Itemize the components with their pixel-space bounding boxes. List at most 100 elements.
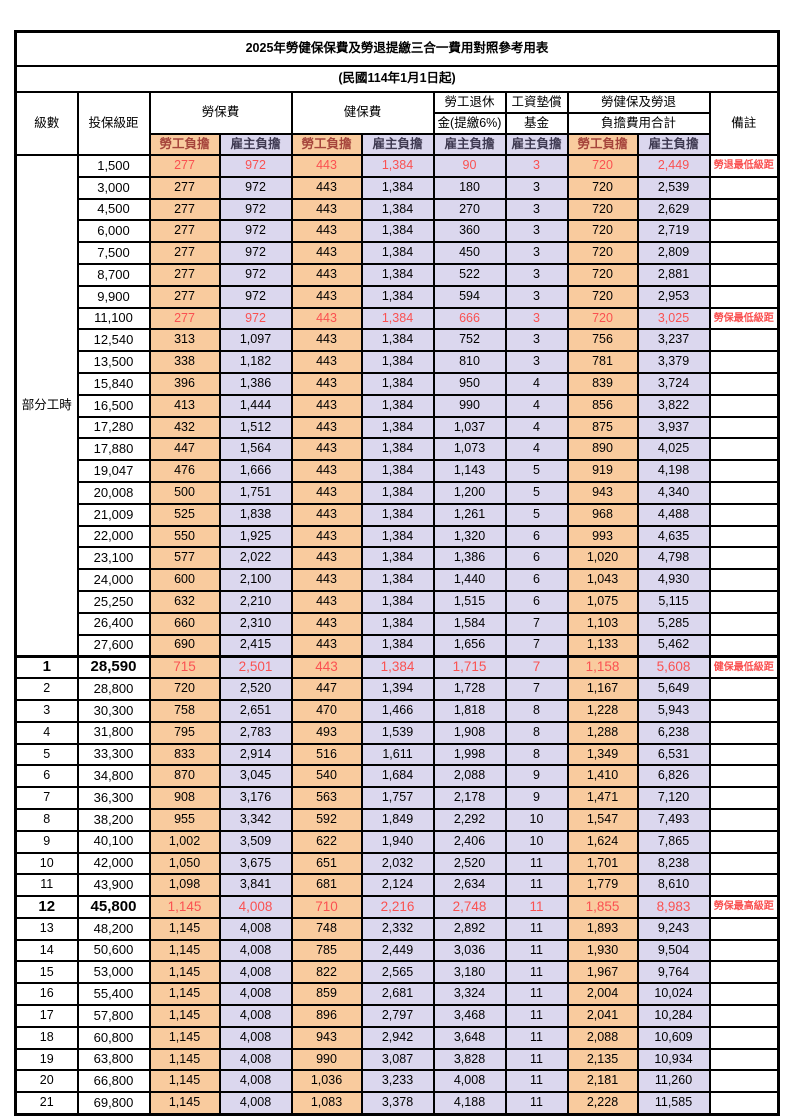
bracket-cell: 48,200: [76, 916, 151, 941]
header-health-fee: 健保費: [290, 91, 435, 135]
labor-employer-cell: 4,008: [218, 895, 293, 919]
total-employee-cell: 1,167: [566, 677, 639, 701]
health-employer-cell: 2,032: [360, 851, 435, 876]
pension-employer-cell: 1,656: [432, 633, 507, 658]
table-row: 6,000 277 972 443 1,384 360 3 720 2,719: [16, 219, 780, 244]
total-employer-cell: 4,198: [636, 459, 711, 483]
pension-employer-cell: 2,748: [432, 895, 507, 919]
grade-cell: 3: [14, 698, 79, 723]
health-employee-cell: 443: [290, 502, 363, 527]
health-employer-cell: 3,233: [360, 1069, 435, 1094]
header-note: 備註: [708, 91, 780, 156]
total-employee-cell: 1,228: [566, 698, 639, 723]
total-employer-cell: 2,809: [636, 241, 711, 265]
bracket-cell: 9,900: [76, 284, 151, 309]
total-employee-cell: 1,349: [566, 742, 639, 767]
note-cell: [708, 1047, 780, 1072]
wage-fund-employer-cell: 3: [504, 262, 569, 287]
total-employer-cell: 5,943: [636, 698, 711, 723]
header-health-employee-share: 勞工負擔: [290, 133, 363, 156]
table-row: 12,540 313 1,097 443 1,384 752 3 756 3,2…: [16, 328, 780, 353]
health-employee-cell: 443: [290, 241, 363, 265]
health-employer-cell: 1,384: [360, 393, 435, 418]
pension-employer-cell: 810: [432, 350, 507, 374]
bracket-cell: 50,600: [76, 938, 151, 963]
note-cell: [708, 175, 780, 200]
pension-employer-cell: 3,036: [432, 938, 507, 963]
total-employee-cell: 890: [566, 437, 639, 462]
health-employee-cell: 443: [290, 654, 363, 680]
wage-fund-employer-cell: 8: [504, 720, 569, 745]
table-row: 17,880 447 1,564 443 1,384 1,073 4 890 4…: [16, 437, 780, 462]
wage-fund-employer-cell: 6: [504, 546, 569, 571]
health-employer-cell: 2,332: [360, 916, 435, 941]
wage-fund-employer-cell: 11: [504, 938, 569, 963]
total-employee-cell: 1,967: [566, 960, 639, 985]
total-employee-cell: 1,855: [566, 895, 639, 919]
table-row: 18 60,800 1,145 4,008 943 2,942 3,648 11…: [14, 1025, 780, 1050]
pension-employer-cell: 666: [432, 306, 507, 331]
note-cell: [708, 284, 780, 309]
total-employee-cell: 720: [566, 306, 639, 331]
health-employee-cell: 1,036: [290, 1069, 363, 1094]
wage-fund-employer-cell: 11: [504, 873, 569, 898]
bracket-cell: 1,500: [76, 154, 151, 178]
labor-employee-cell: 908: [148, 786, 221, 810]
table-body: 部分工時 1,500 277 972 443 1,384 90 3 720 2,…: [14, 153, 780, 1116]
health-employee-cell: 443: [290, 284, 363, 309]
labor-employer-cell: 2,022: [218, 546, 293, 571]
total-employer-cell: 2,719: [636, 219, 711, 244]
total-employee-cell: 2,135: [566, 1047, 639, 1072]
grade-cell: 12: [14, 895, 79, 919]
grade-cell: 2: [14, 677, 79, 701]
total-employer-cell: 2,629: [636, 197, 711, 222]
labor-employer-cell: 4,008: [218, 1091, 293, 1116]
note-cell: [708, 524, 780, 549]
note-cell: [708, 829, 780, 854]
note-cell: [708, 589, 780, 614]
note-cell: [708, 916, 780, 941]
health-employer-cell: 1,684: [360, 764, 435, 789]
health-employer-cell: 1,384: [360, 328, 435, 353]
note-cell: [708, 960, 780, 985]
total-employee-cell: 856: [566, 393, 639, 418]
health-employee-cell: 822: [290, 960, 363, 985]
bracket-cell: 26,400: [76, 611, 151, 636]
table-row: 10 42,000 1,050 3,675 651 2,032 2,520 11…: [14, 851, 780, 876]
note-cell: [708, 1069, 780, 1094]
header-total-employee-share: 勞工負擔: [566, 133, 639, 156]
total-employee-cell: 720: [566, 197, 639, 222]
health-employer-cell: 1,384: [360, 524, 435, 549]
labor-employee-cell: 476: [148, 459, 221, 483]
wage-fund-employer-cell: 4: [504, 437, 569, 462]
header-health-employer-share: 雇主負擔: [360, 133, 435, 156]
grade-cell: 5: [14, 742, 79, 767]
note-cell: [708, 611, 780, 636]
total-employer-cell: 9,764: [636, 960, 711, 985]
health-employee-cell: 516: [290, 742, 363, 767]
table-row: 12 45,800 1,145 4,008 710 2,216 2,748 11…: [14, 895, 780, 919]
labor-employer-cell: 972: [218, 306, 293, 331]
wage-fund-employer-cell: 4: [504, 393, 569, 418]
labor-employee-cell: 870: [148, 764, 221, 789]
labor-employee-cell: 1,145: [148, 960, 221, 985]
pension-employer-cell: 4,008: [432, 1069, 507, 1094]
health-employer-cell: 1,466: [360, 698, 435, 723]
bracket-cell: 13,500: [76, 350, 151, 374]
health-employer-cell: 1,384: [360, 241, 435, 265]
health-employee-cell: 896: [290, 1004, 363, 1028]
wage-fund-employer-cell: 11: [504, 1004, 569, 1028]
bracket-cell: 23,100: [76, 546, 151, 571]
table-row: 9,900 277 972 443 1,384 594 3 720 2,953: [16, 284, 780, 309]
wage-fund-employer-cell: 3: [504, 350, 569, 374]
total-employer-cell: 11,585: [636, 1091, 711, 1116]
total-employer-cell: 8,983: [636, 895, 711, 919]
header-pension-employer-share: 雇主負擔: [432, 133, 507, 156]
pension-employer-cell: 2,406: [432, 829, 507, 854]
labor-employer-cell: 4,008: [218, 1004, 293, 1028]
note-cell: [708, 633, 780, 658]
table-row: 20,008 500 1,751 443 1,384 1,200 5 943 4…: [16, 480, 780, 505]
bracket-cell: 40,100: [76, 829, 151, 854]
note-cell: [708, 350, 780, 374]
note-cell: [708, 786, 780, 810]
